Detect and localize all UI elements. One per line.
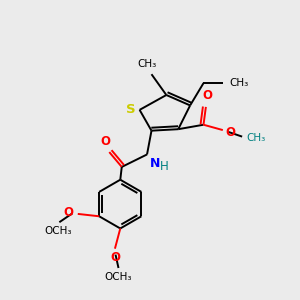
Text: O: O [64,206,74,219]
Text: S: S [127,103,136,116]
Text: O: O [202,89,212,102]
Text: CH₃: CH₃ [137,59,157,69]
Text: OCH₃: OCH₃ [44,226,72,236]
Text: N: N [149,157,160,170]
Text: O: O [226,126,236,139]
Text: O: O [110,251,120,264]
Text: OCH₃: OCH₃ [105,272,132,282]
Text: O: O [101,135,111,148]
Text: H: H [160,160,168,173]
Text: CH₃: CH₃ [247,133,266,143]
Text: CH₃: CH₃ [230,78,249,88]
